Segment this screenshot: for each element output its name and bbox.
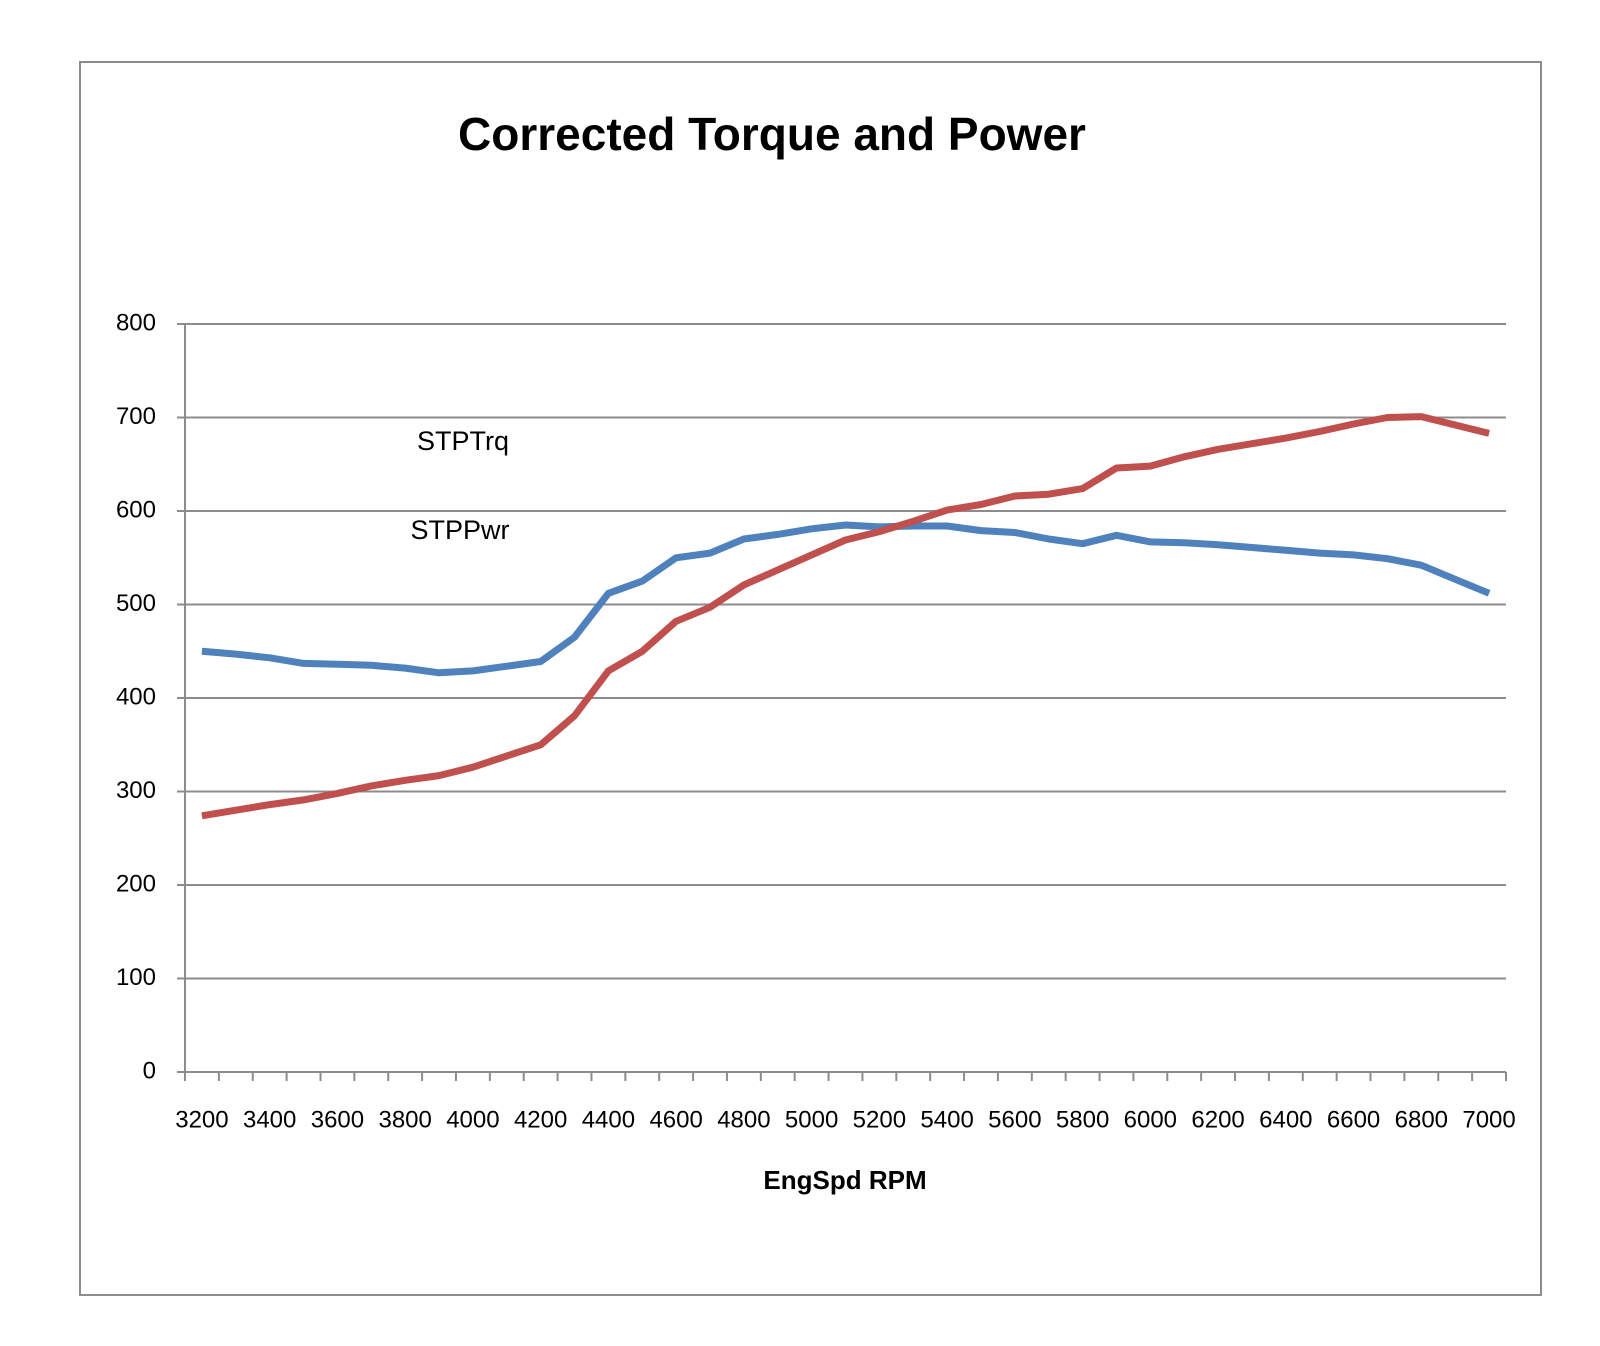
x-tick-label: 6200 [1191, 1106, 1244, 1133]
x-tick-label: 3200 [175, 1106, 228, 1133]
y-tick-label: 0 [143, 1057, 156, 1084]
x-tick-label: 6400 [1259, 1106, 1312, 1133]
x-tick-label: 5600 [988, 1106, 1041, 1133]
x-tick-label: 4600 [649, 1106, 702, 1133]
x-tick-label: 5400 [920, 1106, 973, 1133]
x-tick-label: 7000 [1462, 1106, 1515, 1133]
x-tick-label: 4400 [582, 1106, 635, 1133]
series-line [201, 521, 1491, 677]
x-tick-label: 6000 [1124, 1106, 1177, 1133]
x-tick-label: 4800 [717, 1106, 770, 1133]
x-tick-label: 6600 [1327, 1106, 1380, 1133]
y-tick-label: 400 [116, 683, 156, 710]
x-tick-label: 5000 [785, 1106, 838, 1133]
x-tick-label: 5800 [1056, 1106, 1109, 1133]
x-axis-title: EngSpd RPM [763, 1165, 926, 1195]
x-tick-label: 3800 [378, 1106, 431, 1133]
x-tick-label: 4200 [514, 1106, 567, 1133]
y-tick-label: 800 [116, 309, 156, 336]
series-label: STPPwr [410, 515, 509, 545]
series-line [201, 413, 1490, 820]
x-tick-label: 3600 [311, 1106, 364, 1133]
x-tick-label: 5200 [853, 1106, 906, 1133]
x-tick-label: 3400 [243, 1106, 296, 1133]
x-tick-label: 4000 [446, 1106, 499, 1133]
series-label: STPTrq [417, 426, 509, 456]
x-tick-label: 6800 [1395, 1106, 1448, 1133]
y-tick-label: 600 [116, 496, 156, 523]
y-tick-label: 500 [116, 590, 156, 617]
chart-title: Corrected Torque and Power [458, 108, 1086, 160]
chart-border [79, 61, 1542, 1296]
y-tick-label: 200 [116, 870, 156, 897]
y-tick-label: 700 [116, 403, 156, 430]
y-tick-label: 300 [116, 777, 156, 804]
y-tick-label: 100 [116, 964, 156, 991]
